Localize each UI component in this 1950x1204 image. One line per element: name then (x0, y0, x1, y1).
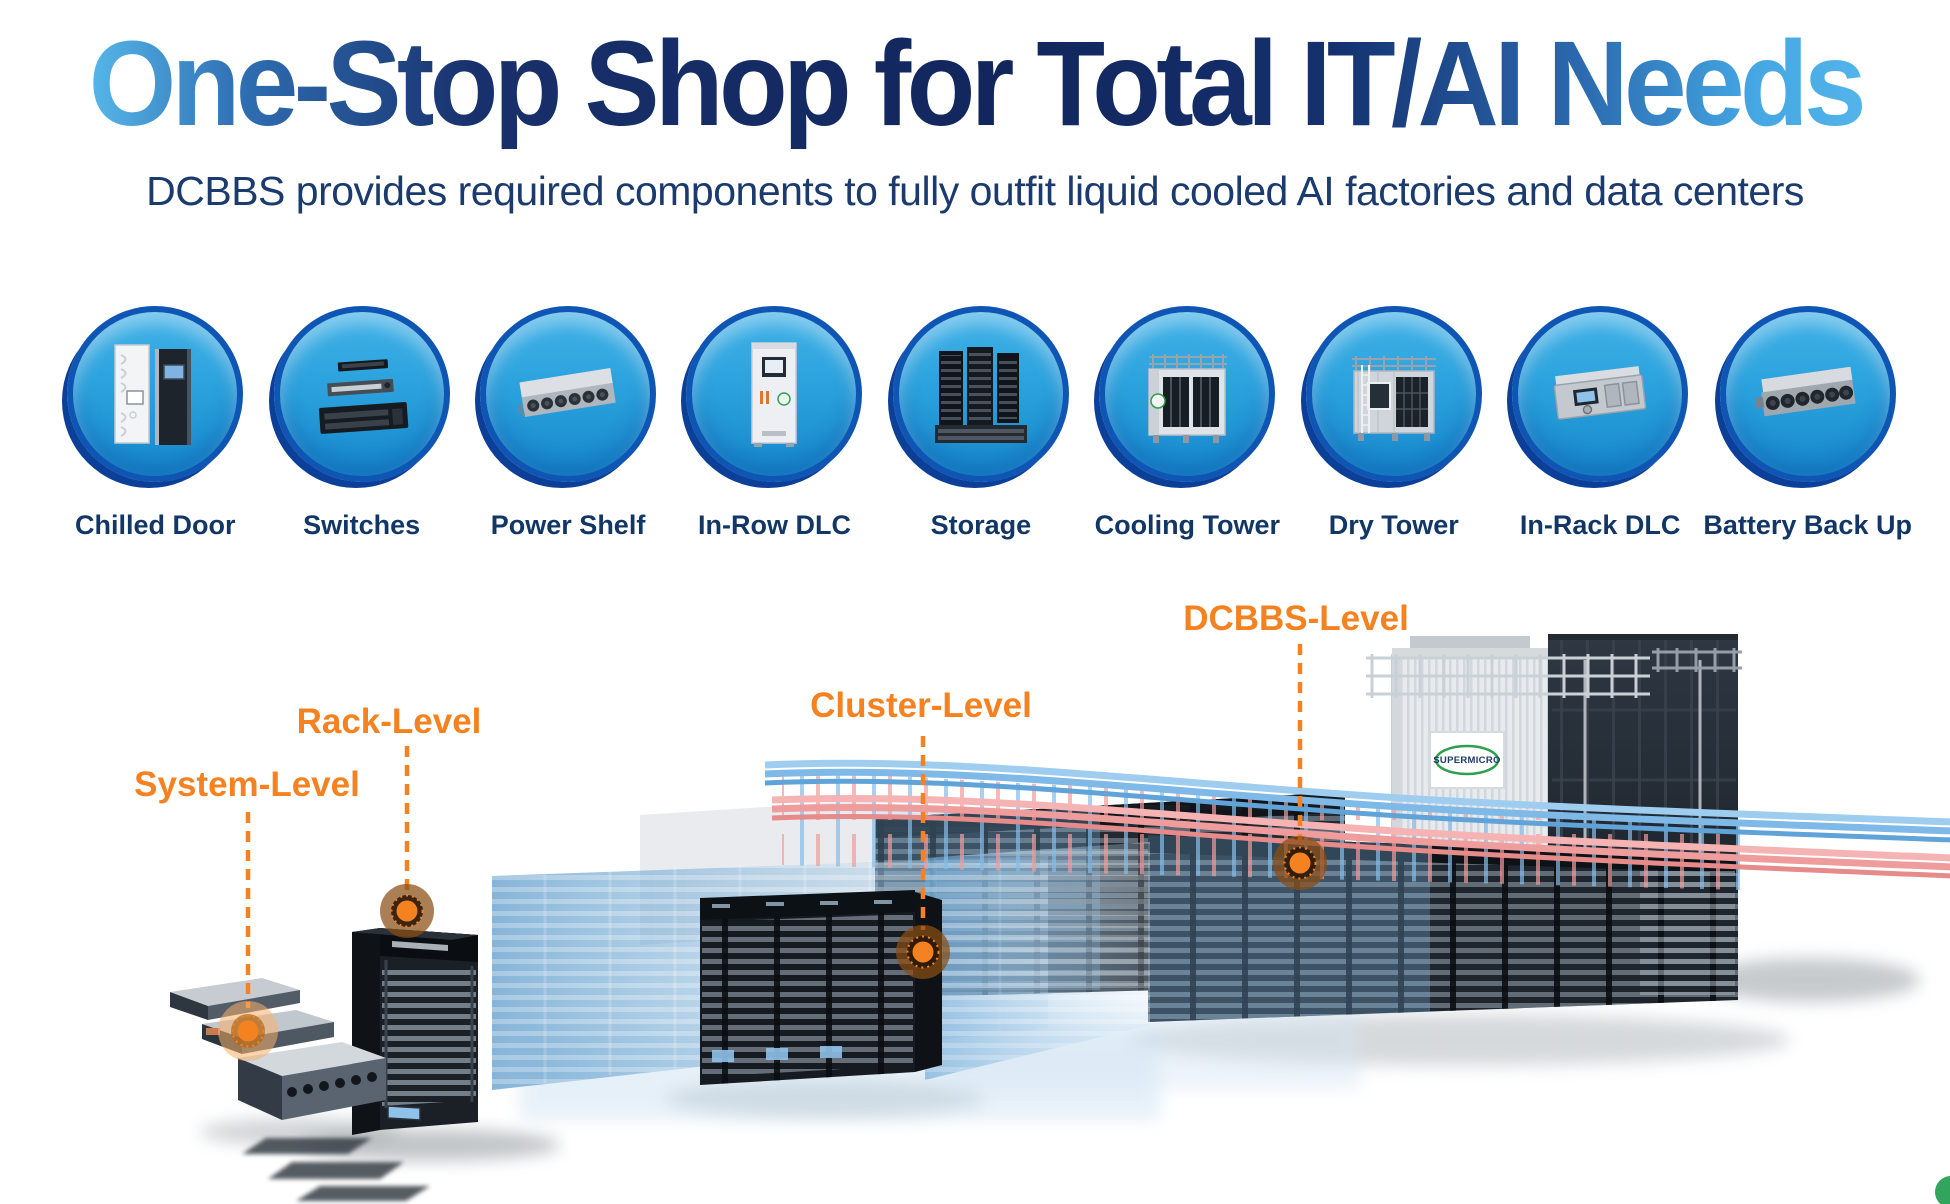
component-circle (892, 306, 1069, 482)
rack-level-label: Rack-Level (297, 702, 482, 741)
cooling-tower-icon (1148, 354, 1228, 443)
power-shelf-icon (518, 368, 616, 418)
chilled-door-icon (114, 344, 192, 445)
dry-tower-icon (1351, 356, 1436, 441)
component-label: In-Rack DLC (1519, 510, 1681, 540)
component-circle (1719, 306, 1896, 482)
tower-logo-text: SUPERMICRO (1433, 755, 1500, 766)
component-in-rack-dlc: In-Rack DLC (1497, 306, 1703, 541)
page-title: One-Stop Shop for Total IT/AI Needs (0, 18, 1950, 149)
component-label: Battery Back Up (1703, 510, 1912, 540)
callout-rack-level: Rack-Level (297, 702, 482, 938)
component-circle (1099, 306, 1276, 482)
component-label: Dry Tower (1328, 510, 1459, 540)
switches-icon (318, 359, 408, 434)
datacenter-illustration: SUPERMICRO (134, 599, 1950, 1201)
cluster-level-marker (896, 925, 950, 979)
component-circle (67, 306, 244, 482)
system-level-label: System-Level (134, 765, 360, 804)
component-label: Cooling Tower (1094, 510, 1281, 540)
rack-level-rack (352, 928, 478, 1135)
cluster-racks (700, 890, 942, 1085)
dcbbs-level-marker (1273, 836, 1327, 890)
battery-backup-icon (1754, 366, 1856, 417)
component-battery-backup: Battery Back Up (1703, 306, 1912, 541)
storage-icon (934, 347, 1027, 443)
supermicro-logo-panel: SUPERMICRO (1429, 731, 1505, 789)
component-circle (1512, 306, 1689, 482)
component-label: In-Row DLC (697, 510, 851, 540)
component-circle (480, 306, 657, 482)
component-label: Storage (930, 510, 1032, 540)
corner-swoosh-decoration (1935, 1176, 1950, 1204)
component-label: Chilled Door (74, 510, 236, 540)
component-circle (1305, 306, 1482, 482)
component-chilled-door: Chilled Door (52, 306, 258, 541)
cluster-level-label: Cluster-Level (810, 686, 1032, 725)
page-subtitle: DCBBS provides required components to fu… (146, 168, 1804, 214)
pipes-blue (764, 759, 1950, 843)
component-in-row-dlc: In-Row DLC (671, 306, 877, 541)
component-dry-tower: Dry Tower (1291, 306, 1497, 541)
tower-railings (1366, 648, 1742, 698)
in-row-dlc-icon (751, 342, 798, 447)
component-circle (686, 306, 863, 482)
components-row: Chilled Door (52, 306, 1912, 541)
component-circle (273, 306, 450, 482)
dcbbs-level-label: DCBBS-Level (1183, 599, 1409, 638)
component-storage: Storage (878, 306, 1084, 541)
shadow-hatch (242, 1138, 430, 1201)
system-level-marker (218, 1001, 278, 1061)
in-rack-dlc-icon (1553, 366, 1647, 420)
datacenter-diagram: SUPERMICRO (0, 560, 1950, 1204)
callout-dcbbs-level: DCBBS-Level (1183, 599, 1409, 890)
coolant-pipes (764, 759, 1950, 890)
component-power-shelf: Power Shelf (465, 306, 671, 541)
callout-system-level: System-Level (134, 765, 360, 1061)
rack-level-marker (380, 884, 434, 938)
component-label: Power Shelf (490, 510, 646, 540)
component-cooling-tower: Cooling Tower (1084, 306, 1290, 541)
component-label: Switches (303, 510, 421, 540)
callout-cluster-level: Cluster-Level (810, 686, 1032, 979)
component-switches: Switches (258, 306, 464, 541)
page-title-text: One-Stop Shop for Total IT/AI Needs (88, 15, 1866, 151)
pipes-red (771, 794, 1950, 879)
